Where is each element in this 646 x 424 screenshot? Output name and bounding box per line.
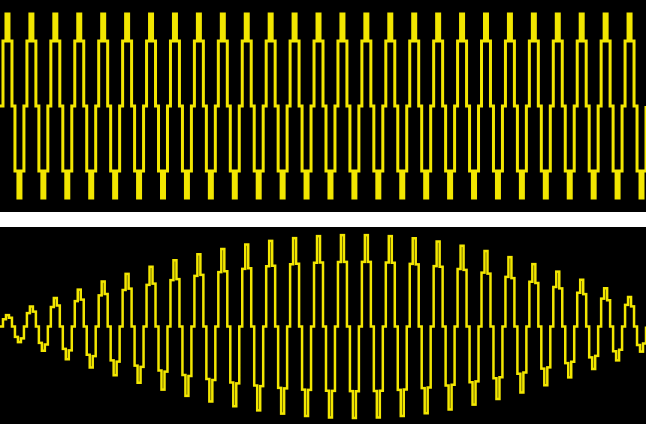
waveform-trace [0,12,646,200]
bottom-waveform-panel [0,227,646,424]
top-waveform-plot [0,12,646,200]
bottom-waveform-plot [0,233,646,420]
top-waveform-panel [0,0,646,212]
waveform-trace [0,233,646,420]
